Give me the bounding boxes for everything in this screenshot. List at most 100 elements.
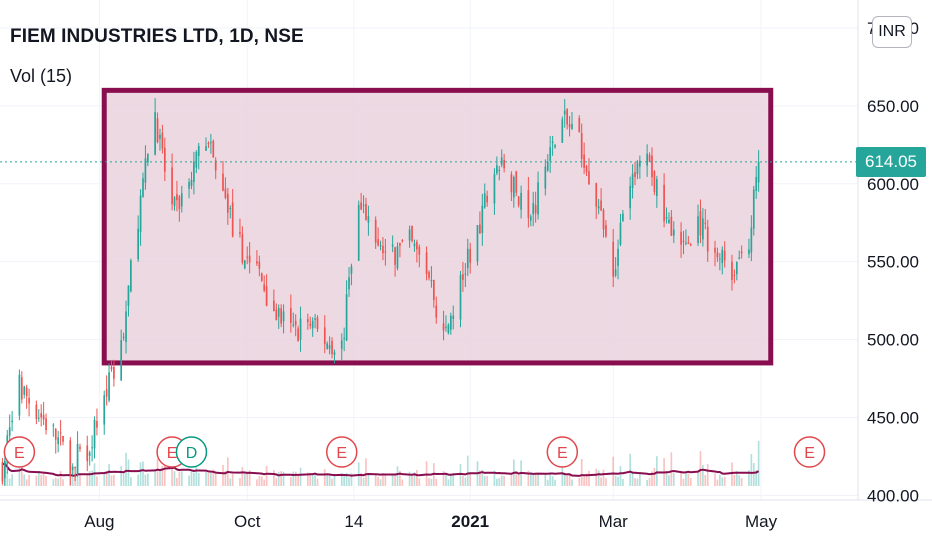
volume-bar [280,471,283,486]
candle-body [619,222,622,245]
candle-body [120,340,123,381]
volume-bar [486,476,489,486]
time-tick-label: May [745,512,778,531]
volume-bar [466,455,469,486]
volume-bar [718,474,721,486]
candle-body [258,261,261,269]
candle-body [76,443,79,475]
volume-bar [653,467,656,486]
volume-bar [554,479,556,486]
candle-body [432,279,435,301]
marker-label: E [557,445,568,462]
candle-body [88,452,91,456]
volume-bar [374,474,377,486]
candle-body [563,110,566,115]
volume-bar [498,478,501,486]
dividend-marker [175,436,208,468]
candle-body [294,320,297,326]
volume-bar [384,475,387,486]
volume-bar [588,470,590,486]
volume-bar [435,478,438,486]
candlesticks [1,98,760,486]
price-tick-label: 550.00 [867,253,919,272]
volume-bar [282,471,285,486]
candle-body [655,179,658,197]
volume-bar [214,473,217,486]
candle-body [59,432,62,434]
candle-body [585,166,588,173]
volume-bar [180,471,183,486]
candle-body [40,413,43,418]
candle-body [52,424,55,426]
candle-body [721,249,724,264]
candle-body [394,247,396,265]
candle-body [510,174,513,193]
marker-label: E [167,445,178,462]
candle-body [333,352,336,355]
volume-bar [105,471,108,486]
volume-bar [517,474,520,486]
candle-body [515,171,518,193]
volume-bar [365,458,367,486]
candle-body [382,245,384,254]
volume-bar [154,469,156,486]
candle-body [723,250,726,261]
candle-body [1,462,4,482]
volume-bar [636,478,639,486]
candle-body [139,195,142,232]
candle-body [430,280,433,282]
candle-body [571,124,573,130]
volume-bars [1,441,760,486]
volume-bar [551,476,554,486]
volume-bar [689,478,692,486]
volume-bar [20,459,23,486]
candle-body [146,154,149,163]
volume-bar [585,473,588,486]
candle-body [8,427,11,436]
candle-body [399,242,401,246]
candle-body [546,161,549,171]
volume-bar [18,464,21,486]
candle-body [718,258,721,260]
volume-bar [122,473,125,486]
volume-bar [62,479,64,486]
volume-bar [258,476,261,486]
candle-body [498,169,501,172]
volume-bar [578,477,581,486]
volume-bar [655,456,658,486]
candle-body [105,389,108,397]
candle-body [91,447,93,449]
volume-bar [595,468,598,486]
currency-button[interactable]: INR [872,16,912,48]
candle-body [125,311,127,343]
candle-body [144,158,147,183]
volume-bar [377,476,379,486]
candle-body [602,209,605,230]
candle-body [54,429,57,440]
candle-body [527,190,530,218]
candle-body [193,161,195,183]
time-tick-label: Oct [234,512,261,531]
volume-bar [86,474,89,486]
marker-label: E [14,445,25,462]
volume-bar [241,467,244,486]
volume-bar [139,462,142,486]
marker-label: E [336,445,347,462]
volume-bar [580,458,583,486]
candle-body [580,133,583,159]
volume-bar [702,465,704,486]
candle-body [757,161,760,183]
candle-body [503,159,505,169]
price-tick-label: 500.00 [867,331,919,350]
trading-range-box[interactable] [101,87,774,366]
volume-bar [340,473,343,486]
volume-bar [479,470,481,486]
candle-body [445,327,447,329]
candle-body [23,386,26,395]
earnings-marker [3,436,36,468]
candle-body [568,124,571,128]
volume-indicator-legend[interactable]: Vol (15) [10,66,73,86]
candle-body [127,285,130,306]
